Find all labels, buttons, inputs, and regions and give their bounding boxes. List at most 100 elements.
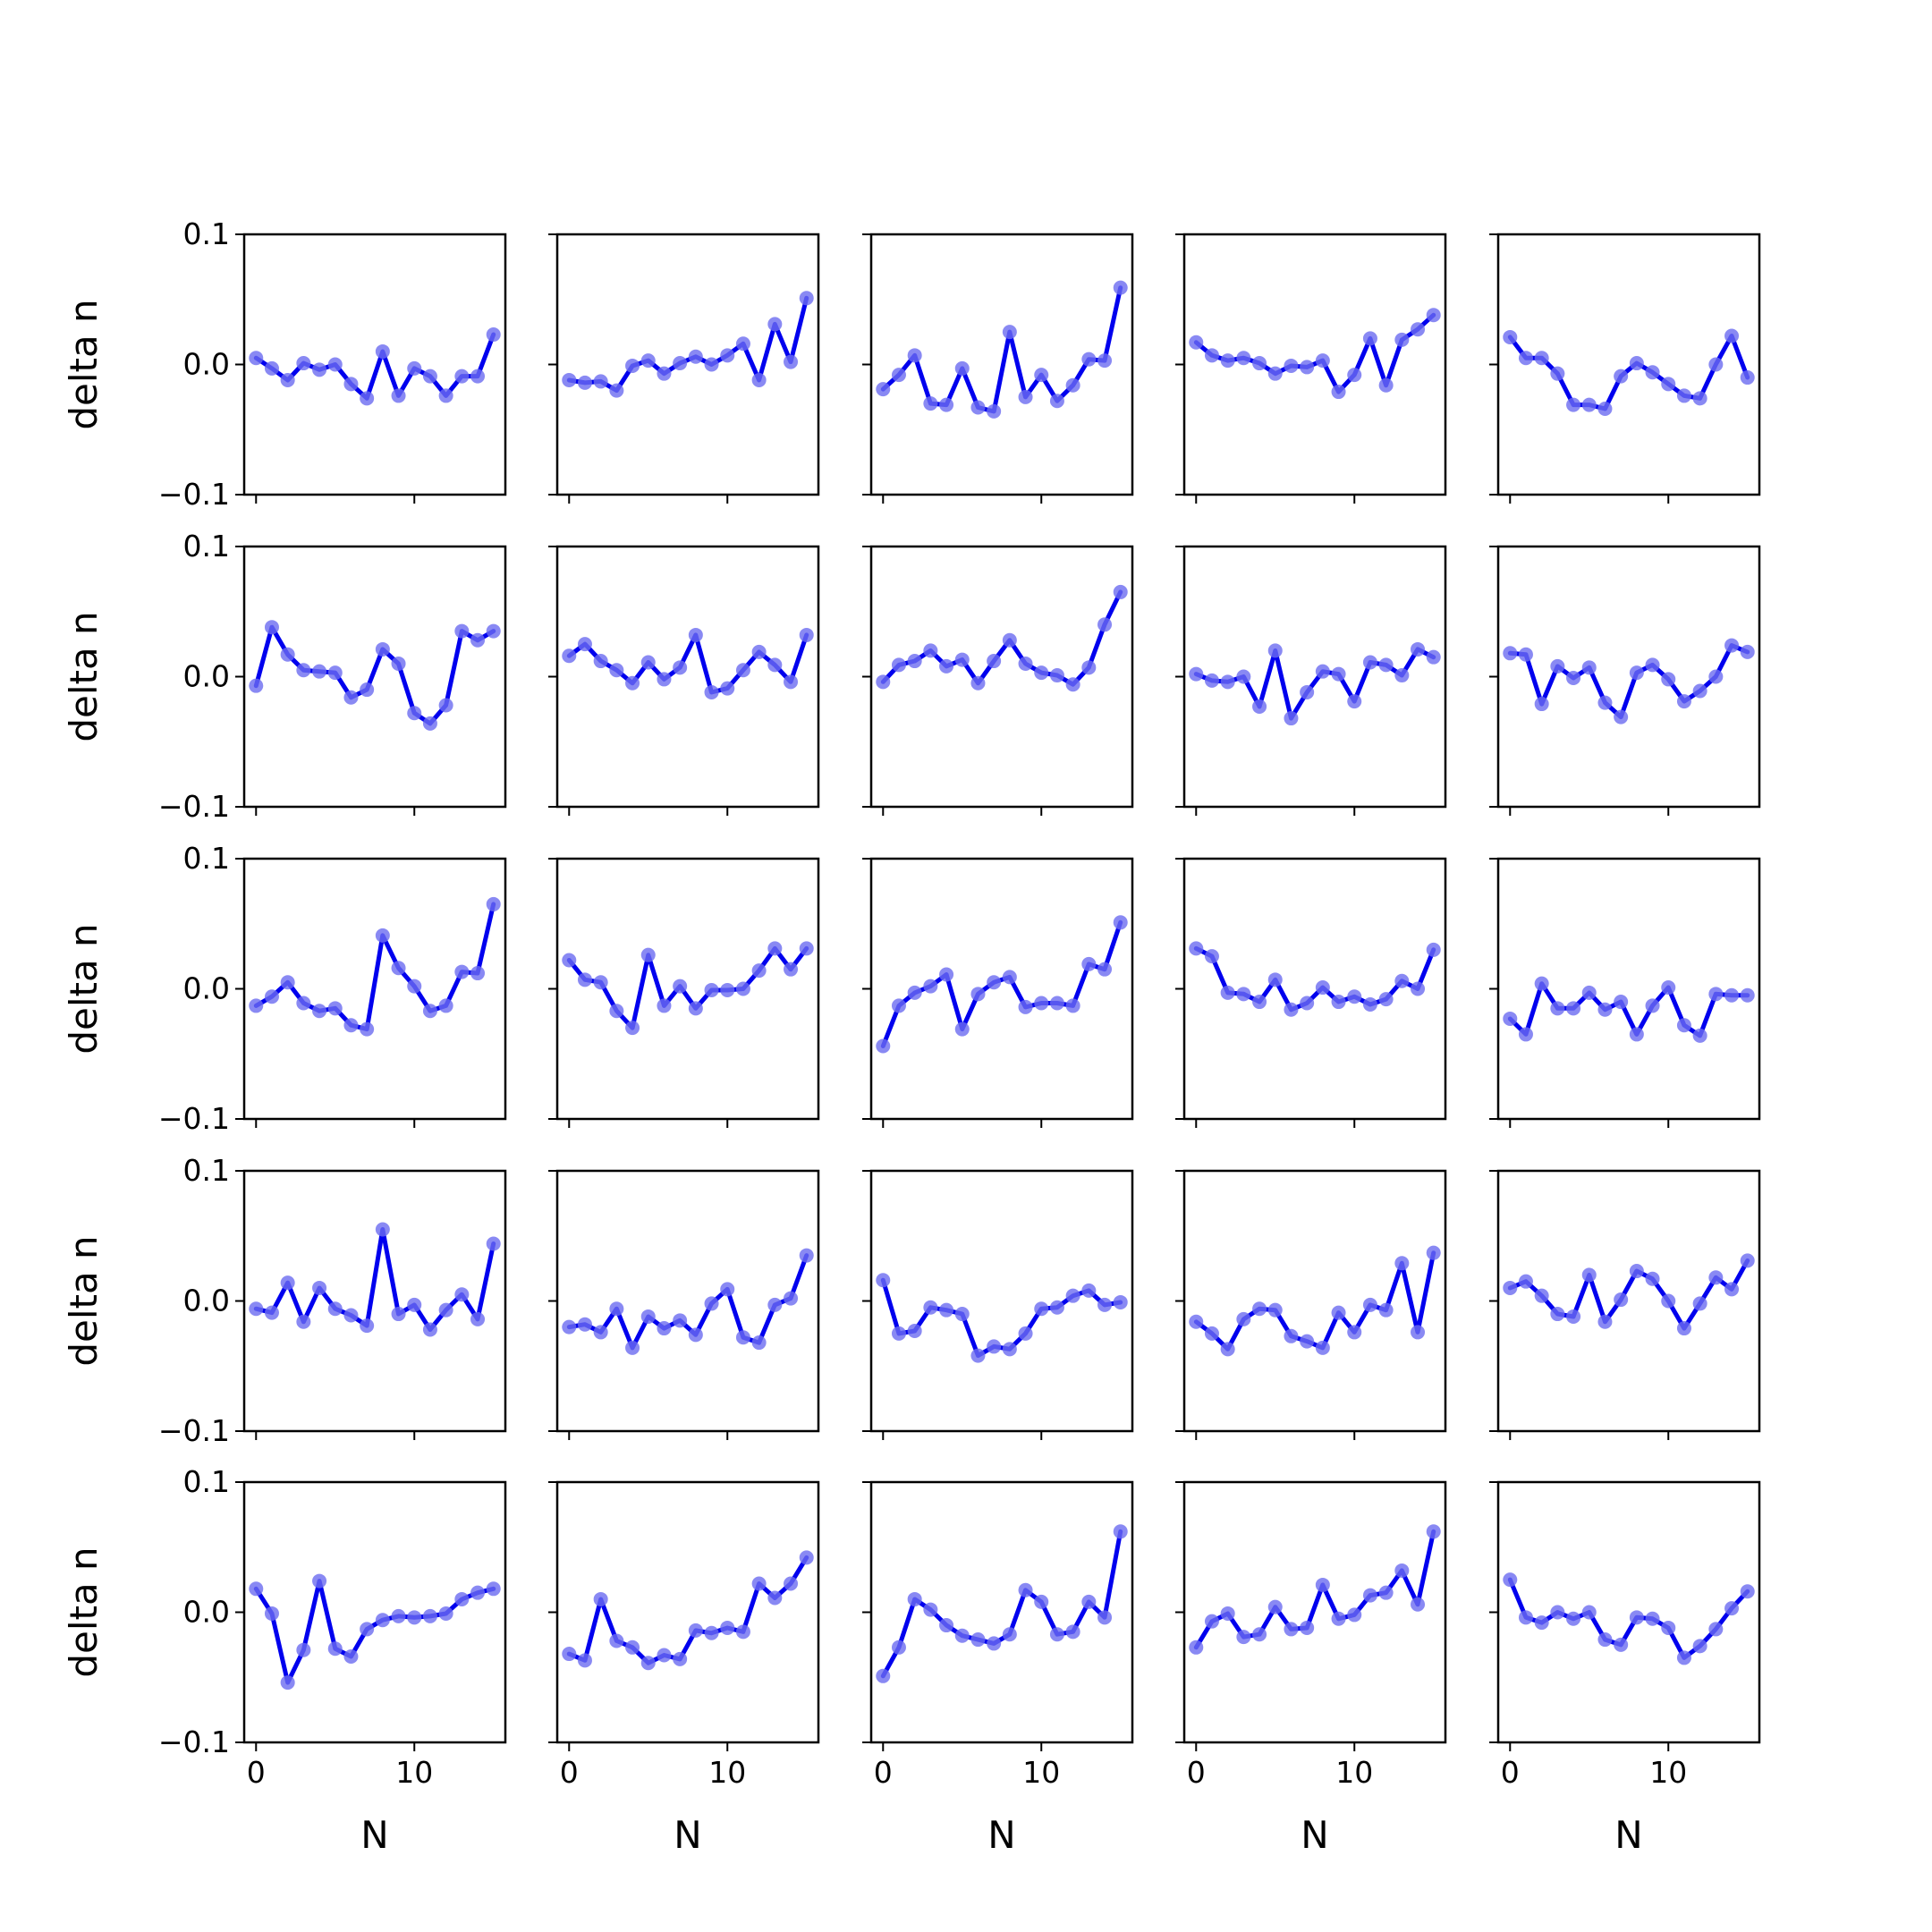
- data-point: [1566, 397, 1581, 412]
- data-point: [407, 360, 422, 376]
- data-point: [720, 982, 735, 997]
- data-point: [1081, 956, 1097, 971]
- data-point: [751, 1335, 767, 1351]
- data-point: [735, 336, 750, 352]
- data-point: [1252, 1301, 1267, 1317]
- data-point: [1597, 401, 1613, 416]
- data-point: [784, 962, 799, 977]
- data-point: [1331, 1305, 1346, 1320]
- x-tick-label: 10: [395, 1755, 433, 1790]
- data-point: [562, 1319, 577, 1335]
- data-point: [1645, 1271, 1660, 1286]
- data-point: [1614, 995, 1629, 1010]
- data-point: [1503, 646, 1518, 661]
- data-point: [970, 1632, 986, 1648]
- data-point: [1189, 1640, 1204, 1655]
- panel-r4-c4: [1175, 1169, 1447, 1440]
- data-point: [720, 348, 735, 363]
- data-point: [327, 1641, 343, 1657]
- data-point: [1300, 684, 1315, 699]
- data-point: [1661, 1293, 1676, 1309]
- panel-r1-c4: [1175, 233, 1447, 504]
- panel-frame: [555, 1480, 820, 1744]
- data-point: [407, 979, 422, 994]
- data-point: [1411, 981, 1426, 996]
- data-point: [593, 1591, 608, 1606]
- data-point: [1629, 1610, 1644, 1625]
- data-point: [1049, 394, 1064, 409]
- data-point: [1081, 1283, 1097, 1298]
- y-tick-label: −0.1: [158, 1724, 230, 1759]
- data-point: [280, 975, 295, 990]
- data-point: [625, 675, 640, 691]
- data-point: [1708, 1270, 1724, 1285]
- data-point: [609, 1301, 624, 1317]
- data-point: [1049, 1627, 1064, 1642]
- data-point: [1236, 987, 1251, 1002]
- data-point: [1252, 1627, 1267, 1642]
- y-tick-label: 0.0: [183, 1284, 230, 1318]
- panel-frame: [869, 1169, 1134, 1433]
- y-axis-label: delta n: [62, 1235, 106, 1366]
- data-point: [1645, 365, 1660, 380]
- data-point: [1629, 1264, 1644, 1279]
- data-point: [1097, 1610, 1113, 1625]
- x-tick-label: 0: [1501, 1755, 1520, 1790]
- data-point: [1692, 1028, 1707, 1043]
- data-point: [1518, 1274, 1533, 1289]
- data-point: [1034, 1594, 1049, 1609]
- data-point: [1284, 1328, 1299, 1343]
- data-point: [296, 663, 311, 678]
- data-point: [1550, 1307, 1565, 1322]
- panel-r1-c2: [548, 233, 820, 504]
- data-point: [1331, 385, 1346, 400]
- data-point: [407, 1610, 422, 1625]
- panel-r2-c3: [862, 545, 1134, 816]
- data-point: [784, 354, 799, 369]
- data-point: [1284, 1002, 1299, 1017]
- data-point: [407, 706, 422, 721]
- data-point: [577, 1317, 592, 1332]
- data-point: [767, 317, 783, 332]
- data-point: [1518, 1027, 1533, 1042]
- data-point: [454, 623, 470, 639]
- data-point: [312, 1280, 327, 1295]
- panel-frame: [242, 1480, 507, 1744]
- data-point: [1034, 665, 1049, 681]
- data-point: [1362, 1588, 1377, 1603]
- data-point: [625, 1640, 640, 1655]
- data-point: [1518, 1610, 1533, 1625]
- data-point: [296, 1314, 311, 1329]
- data-point: [799, 1248, 814, 1263]
- y-tick-label: 0.1: [183, 841, 230, 876]
- data-point: [360, 682, 375, 698]
- x-tick-label: 0: [247, 1755, 266, 1790]
- data-point: [1252, 995, 1267, 1010]
- data-point: [609, 383, 624, 398]
- data-point: [704, 1625, 719, 1640]
- data-point: [1267, 643, 1283, 658]
- panel-r4-c1: −0.1 0.0 0.1 delta n: [62, 1153, 507, 1448]
- data-point: [1597, 695, 1613, 710]
- data-point: [923, 979, 938, 994]
- data-point: [1347, 1607, 1362, 1623]
- data-point: [264, 989, 279, 1004]
- panel-frame: [242, 857, 507, 1121]
- data-point: [562, 1647, 577, 1662]
- data-point: [987, 654, 1002, 669]
- data-point: [923, 396, 938, 411]
- data-point: [280, 1275, 295, 1291]
- panel-grid: −0.1 0.0 0.1 delta n −0.1 0.0 0.1 delta n −0.1 0.…: [62, 216, 1761, 1857]
- data-point: [486, 623, 501, 639]
- y-axis-label: delta n: [62, 1546, 106, 1677]
- data-point: [784, 674, 799, 690]
- data-point: [657, 998, 672, 1013]
- x-axis-label: N: [987, 1813, 1015, 1857]
- data-point: [1049, 996, 1064, 1011]
- panel-frame: [1496, 1169, 1761, 1433]
- data-point: [1661, 377, 1676, 392]
- data-point: [876, 1668, 891, 1683]
- data-point: [1347, 989, 1362, 1004]
- data-point: [640, 655, 656, 670]
- data-point: [1034, 1301, 1049, 1317]
